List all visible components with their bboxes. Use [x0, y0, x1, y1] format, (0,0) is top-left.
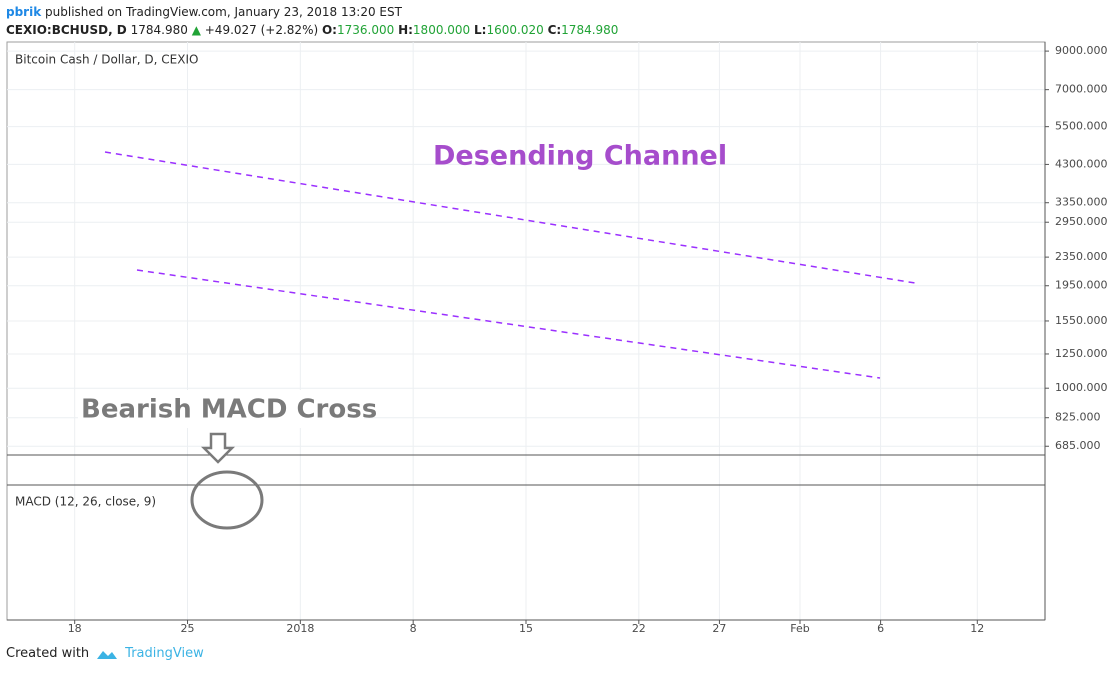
- circle-annotation: [190, 470, 264, 530]
- created-with: Created with: [6, 646, 90, 661]
- x-tick-label: 12: [970, 622, 984, 635]
- channel-line: [104, 151, 916, 284]
- header-line: CEXIO:BCHUSD, D 1784.980 ▲ +49.027 (+2.8…: [6, 21, 618, 39]
- ohlc-label: O:: [321, 23, 337, 37]
- x-tick-label: Feb: [790, 622, 809, 635]
- up-arrow: ▲: [191, 23, 201, 37]
- x-tick-label: 18: [68, 622, 82, 635]
- change: +49.027 (+2.82%): [204, 23, 319, 37]
- user[interactable]: pbrik: [6, 5, 42, 19]
- y-tick-label: 1950.000: [1055, 279, 1108, 292]
- macd-title: MACD (12, 26, close, 9): [15, 495, 156, 509]
- x-tick-label: 27: [712, 622, 726, 635]
- price: 1784.980: [130, 23, 188, 37]
- ohlc-value: 1800.000: [412, 23, 471, 37]
- logo: [97, 650, 118, 659]
- y-tick-label: 1000.000: [1055, 381, 1108, 394]
- channel-line: [136, 269, 881, 379]
- y-tick-label: 1550.000: [1055, 314, 1108, 327]
- x-tick-label: 25: [181, 622, 195, 635]
- header-line: pbrik published on TradingView.com, Janu…: [6, 3, 618, 21]
- y-tick-label: 825.000: [1055, 411, 1101, 424]
- y-tick-label: 7000.000: [1055, 83, 1108, 96]
- annotation-bg: [78, 390, 364, 428]
- ohlc-value: 1784.980: [561, 23, 619, 37]
- y-tick-label: 2350.000: [1055, 250, 1108, 263]
- ohlc-value: 1736.000: [336, 23, 395, 37]
- grid: [7, 42, 1049, 624]
- x-tick-label: 2018: [286, 622, 314, 635]
- y-tick-label: 3350.000: [1055, 196, 1108, 209]
- brand-link[interactable]: TradingView: [125, 646, 204, 661]
- ohlc-label: L:: [474, 23, 487, 37]
- x-tick-label: 6: [877, 622, 884, 635]
- chart-title: Bitcoin Cash / Dollar, D, CEXIO: [15, 53, 198, 67]
- arrow-icon: [200, 432, 236, 464]
- x-tick-label: 8: [410, 622, 417, 635]
- y-tick-label: 5500.000: [1055, 120, 1108, 133]
- y-tick-label: 1250.000: [1055, 347, 1108, 360]
- ohlc-label: C:: [547, 23, 562, 37]
- x-tick-label: 15: [519, 622, 533, 635]
- symbol: CEXIO:BCHUSD, D: [6, 23, 127, 37]
- chart: Bitcoin Cash / Dollar, D, CEXIO MACD (12…: [6, 41, 1108, 635]
- x-tick-label: 22: [632, 622, 646, 635]
- y-tick-label: 685.000: [1055, 439, 1101, 452]
- header: pbrik published on TradingView.com, Janu…: [6, 3, 618, 39]
- published: published on TradingView.com, January 23…: [45, 5, 402, 19]
- y-tick-label: 9000.000: [1055, 44, 1108, 57]
- annotation: Desending Channel: [433, 141, 727, 172]
- y-tick-label: 4300.000: [1055, 157, 1108, 170]
- ohlc-label: H:: [398, 23, 413, 37]
- annotation: Bearish MACD Cross: [81, 395, 377, 425]
- ohlc-value: 1600.020: [486, 23, 544, 37]
- y-tick-label: 2950.000: [1055, 215, 1108, 228]
- footer: Created with TradingView: [6, 646, 204, 661]
